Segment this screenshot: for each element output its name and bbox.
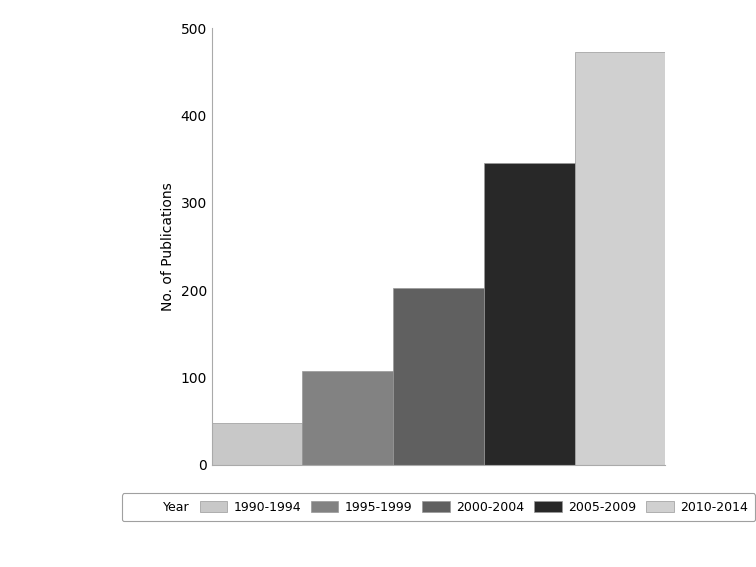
Y-axis label: No. of Publications: No. of Publications: [161, 182, 175, 311]
Legend: Year, 1990-1994, 1995-1999, 2000-2004, 2005-2009, 2010-2014: Year, 1990-1994, 1995-1999, 2000-2004, 2…: [122, 493, 755, 521]
Bar: [212, 423, 302, 465]
Bar: [484, 163, 575, 465]
Bar: [393, 287, 484, 465]
Bar: [575, 52, 665, 465]
Bar: [302, 371, 393, 465]
